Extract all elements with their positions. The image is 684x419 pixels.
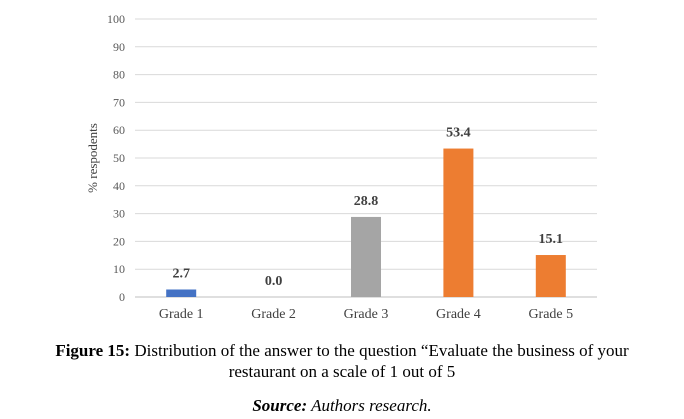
bar	[351, 216, 381, 297]
y-tick-label: 40	[113, 179, 125, 193]
data-labels: 2.7 0.0 28.8 53.4 15.1	[172, 126, 563, 289]
data-label: 2.7	[172, 266, 190, 281]
figure-caption: Figure 15: Distribution of the answer to…	[0, 340, 684, 361]
bars	[166, 148, 566, 297]
x-tick-labels: Grade 1 Grade 2 Grade 3 Grade 4 Grade 5	[159, 307, 573, 322]
y-axis-label: % respodents	[85, 123, 100, 193]
y-tick-labels: 0 10 20 30 40 50 60 70 80 90 100	[107, 12, 125, 304]
gridlines	[135, 18, 597, 298]
y-tick-label: 10	[113, 262, 125, 276]
y-tick-label: 20	[113, 234, 125, 248]
bar	[166, 289, 197, 297]
y-tick-label: 60	[113, 123, 125, 137]
y-tick-label: 70	[113, 95, 125, 109]
source-text: Authors research.	[307, 396, 432, 415]
source-note: Source: Authors research.	[0, 395, 684, 416]
y-tick-label: 50	[113, 151, 125, 165]
bar-chart: 0 10 20 30 40 50 60 70 80 90 100 2.7 0.0 28.8 53.4 15.…	[85, 12, 597, 322]
x-tick-label: Grade 3	[344, 307, 389, 322]
data-label: 53.4	[446, 126, 471, 141]
x-tick-label: Grade 1	[159, 307, 204, 322]
bar	[535, 255, 566, 297]
figure-caption-text-line2: restaurant on a scale of 1 out of 5	[228, 362, 456, 381]
y-tick-label: 30	[113, 207, 125, 221]
x-tick-label: Grade 2	[251, 307, 296, 322]
y-tick-label: 90	[113, 40, 125, 54]
y-tick-label: 100	[107, 12, 125, 26]
source-label: Source:	[252, 396, 308, 415]
x-tick-label: Grade 5	[528, 307, 573, 322]
data-label: 0.0	[265, 274, 283, 289]
data-label: 28.8	[354, 194, 379, 209]
figure-caption-label: Figure 15:	[55, 341, 131, 360]
bar	[443, 148, 474, 297]
x-tick-label: Grade 4	[436, 307, 481, 322]
y-tick-label: 0	[119, 290, 125, 304]
y-tick-label: 80	[113, 68, 125, 82]
data-label: 15.1	[539, 232, 564, 247]
figure-caption-text-line1: Distribution of the answer to the questi…	[130, 341, 629, 360]
